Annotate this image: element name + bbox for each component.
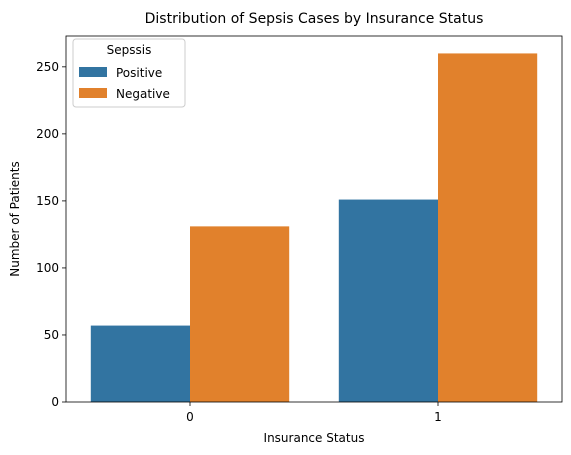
legend-swatch-negative [79, 88, 107, 98]
chart-title: Distribution of Sepsis Cases by Insuranc… [145, 11, 484, 27]
plot-frame [65, 35, 563, 403]
y-tick-label: 0 [51, 395, 59, 409]
y-tick-label: 100 [36, 261, 59, 275]
bar-negative-0 [190, 226, 290, 402]
x-tick-label: 0 [186, 410, 194, 424]
y-axis-label: Number of Patients [8, 161, 22, 276]
y-tick-label: 250 [36, 60, 59, 74]
bar-positive-0 [90, 325, 190, 402]
legend-label-positive: Positive [116, 66, 162, 80]
legend: Sepssis Positive Negative [72, 38, 186, 108]
legend-label-negative: Negative [116, 87, 170, 101]
x-tick-label: 1 [434, 410, 442, 424]
bar-positive-1 [338, 199, 438, 402]
y-tick-label: 150 [36, 194, 59, 208]
x-axis-label: Insurance Status [264, 431, 365, 445]
bars-group [90, 53, 538, 403]
y-tick-label: 200 [36, 127, 59, 141]
bar-negative-1 [438, 53, 538, 403]
legend-title: Sepssis [107, 43, 152, 57]
y-axis: 0 50 100 150 200 250 [36, 60, 66, 409]
legend-swatch-positive [79, 67, 107, 77]
y-tick-label: 50 [44, 328, 59, 342]
